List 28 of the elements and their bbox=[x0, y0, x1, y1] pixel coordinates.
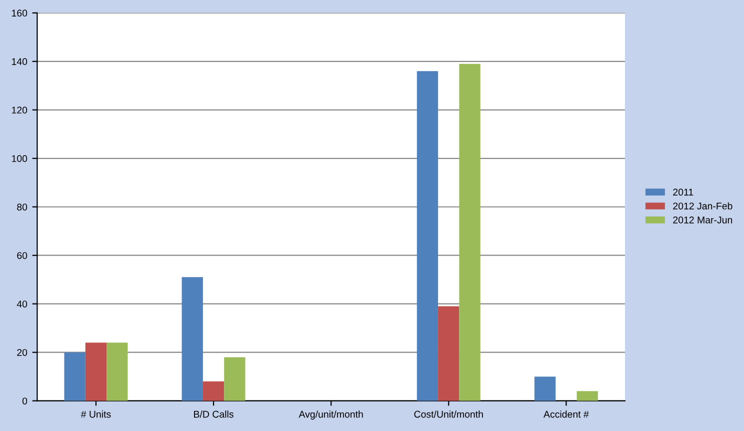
x-tick-label: B/D Calls bbox=[194, 410, 234, 418]
y-tick-label: 60 bbox=[17, 252, 28, 259]
bar bbox=[182, 277, 203, 401]
y-tick-label: 100 bbox=[12, 155, 28, 162]
bar bbox=[534, 376, 556, 401]
y-tick-label: 120 bbox=[12, 106, 28, 114]
y-tick-label: 20 bbox=[17, 349, 28, 356]
bar bbox=[416, 71, 438, 401]
y-tick-label: 40 bbox=[16, 300, 28, 308]
bar bbox=[459, 64, 480, 401]
legend-label: 2011 bbox=[673, 188, 694, 196]
x-tick-label: Avg/unit/month bbox=[298, 410, 363, 420]
y-tick-label: 80 bbox=[17, 204, 28, 210]
legend-label: 2012 Jan-Feb bbox=[673, 202, 732, 210]
y-tick-label: 160 bbox=[12, 10, 28, 17]
legend-label: 2012 Mar-Jun bbox=[673, 216, 732, 224]
x-tick-label: Cost/Unit/month bbox=[414, 410, 483, 418]
bar bbox=[224, 357, 246, 401]
x-tick-label: # Units bbox=[80, 410, 111, 418]
y-tick-label: 140 bbox=[12, 58, 28, 66]
bar bbox=[202, 381, 224, 401]
bar bbox=[438, 306, 460, 401]
bar bbox=[576, 391, 598, 401]
bar bbox=[64, 352, 86, 401]
bar bbox=[85, 342, 107, 401]
x-tick-label: Accident # bbox=[544, 410, 589, 418]
bar bbox=[106, 342, 128, 401]
y-tick-label: 0 bbox=[22, 398, 28, 404]
